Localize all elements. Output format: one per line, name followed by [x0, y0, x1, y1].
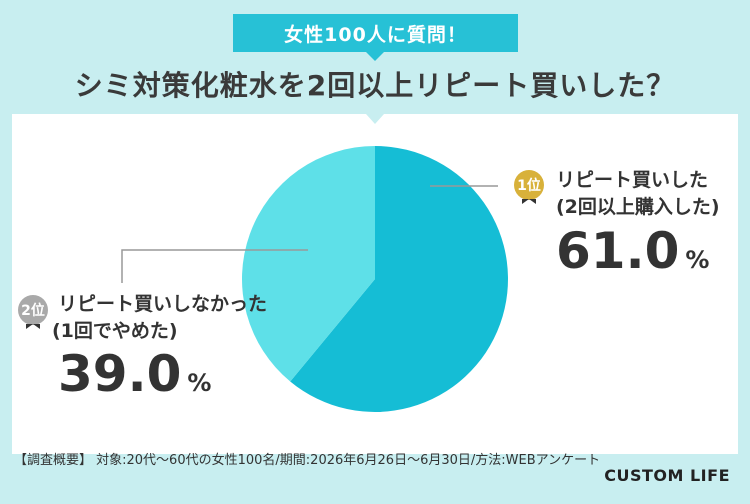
brand-logo: CUSTOM LIFE	[604, 466, 730, 485]
panel-notch	[366, 114, 384, 124]
leader-line-second	[121, 249, 308, 283]
second-unit: %	[187, 369, 212, 397]
first-value: 61.0	[556, 222, 680, 280]
survey-badge: 女性100人に質問！	[233, 14, 518, 52]
first-percentage: 61.0%	[556, 222, 709, 280]
second-percentage: 39.0%	[58, 345, 211, 403]
pie-slice-repeat	[290, 146, 508, 412]
first-label-line1: リピート買いした	[556, 169, 709, 191]
second-label-line2: (1回でやめた)	[52, 320, 178, 342]
first-unit: %	[685, 246, 710, 274]
chart-title: シミ対策化粧水を2回以上リピート買いした？	[74, 69, 676, 102]
rank-1-ribbon	[522, 199, 536, 204]
rank-2-ribbon	[26, 324, 40, 329]
rank-2-medal: 2位	[18, 295, 48, 325]
survey-footnote: 【調査概要】 対象:20代〜60代の女性100名/期間:2026年6月26日〜6…	[14, 453, 601, 468]
first-label-line2: (2回以上購入した)	[556, 196, 720, 218]
badge-pointer	[366, 52, 384, 61]
rank-1-medal: 1位	[514, 170, 544, 200]
second-label-line1: リピート買いしなかった	[58, 293, 268, 315]
second-value: 39.0	[58, 345, 182, 403]
pie-slice-no-repeat	[241, 146, 375, 382]
